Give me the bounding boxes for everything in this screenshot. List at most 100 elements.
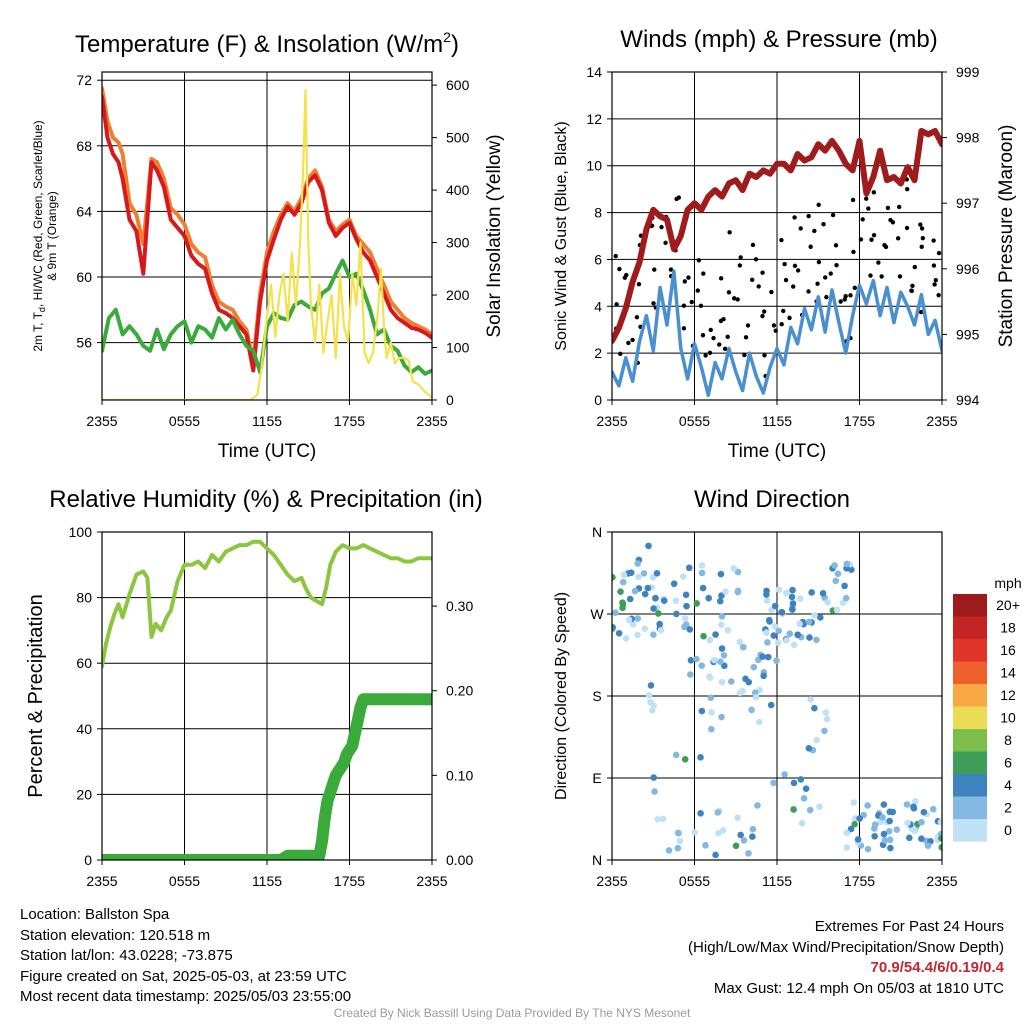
- gust-dot: [792, 263, 798, 268]
- y2-tick-label: 0.00: [446, 852, 473, 868]
- gust-dot: [879, 274, 884, 279]
- x-tick-label: 1155: [252, 413, 282, 429]
- gust-dot: [815, 281, 820, 286]
- direction-dot: [766, 618, 773, 625]
- gust-dot: [824, 294, 829, 300]
- direction-dot: [700, 632, 707, 640]
- y2-tick-label: 0.20: [446, 683, 473, 699]
- direction-dot: [918, 835, 925, 842]
- direction-dot: [771, 602, 779, 610]
- gust-dot: [742, 352, 747, 358]
- gust-dot: [722, 346, 728, 352]
- direction-dot: [879, 813, 886, 821]
- gust-dot: [936, 250, 942, 256]
- direction-dot: [783, 589, 790, 597]
- gust-dot: [701, 271, 706, 276]
- direction-dot: [698, 707, 706, 715]
- gust-dot: [871, 232, 877, 238]
- gust-dot: [707, 350, 713, 355]
- direction-dot: [627, 569, 635, 576]
- direction-dot: [881, 837, 889, 844]
- extremes-panel: Extremes For Past 24 Hours (High/Low/Max…: [688, 917, 1004, 999]
- x-axis-label: Time (UTC): [218, 441, 317, 462]
- direction-dot: [775, 627, 783, 635]
- y-tick-label: 0: [594, 392, 602, 408]
- direction-dot: [629, 621, 637, 628]
- chart-title: Temperature (F) & Insolation (W/m2): [75, 29, 459, 58]
- direction-dot: [685, 564, 693, 572]
- direction-dot: [929, 805, 937, 813]
- y-tick-label: 64: [76, 203, 92, 219]
- direction-dot: [797, 776, 805, 783]
- gust-dot: [686, 275, 691, 280]
- y2-tick-label: 100: [446, 340, 470, 356]
- y-ticks: N E S W N: [590, 524, 612, 868]
- gust-dot: [618, 351, 623, 357]
- y-axis-label: 2m T, Td, HI/WC (Red, Green, Scarlet/Blu…: [31, 120, 47, 351]
- x-tick-label: 1155: [762, 413, 792, 429]
- direction-dot: [718, 645, 726, 652]
- direction-dot: [657, 626, 665, 634]
- direction-dot: [659, 815, 667, 823]
- direction-dot: [681, 615, 689, 622]
- gust-dot: [888, 217, 893, 223]
- direction-dot: [705, 594, 712, 602]
- gust-dot: [711, 335, 716, 341]
- gust-dot: [851, 249, 856, 255]
- direction-dot: [687, 671, 694, 678]
- direction-dot: [880, 801, 888, 808]
- direction-dot: [681, 623, 688, 631]
- t2m-line: [102, 94, 432, 373]
- gust-dot: [919, 244, 924, 249]
- y-tick-label: 20: [76, 786, 92, 802]
- gust-dot: [663, 240, 668, 246]
- plot-area: [102, 86, 432, 400]
- direction-dot: [652, 594, 659, 602]
- gust-dot: [920, 236, 926, 241]
- gust-dot: [912, 264, 918, 270]
- gust-dot: [860, 217, 865, 222]
- gust-dot: [904, 187, 910, 192]
- y2-ticks: 0 100 200 300 400 500 600: [432, 77, 470, 408]
- direction-dot: [924, 842, 932, 849]
- y-tick-label: E: [592, 770, 601, 786]
- direction-dot: [750, 663, 758, 671]
- direction-dot: [620, 571, 628, 579]
- direction-dot: [763, 587, 770, 595]
- y-tick-label: 14: [586, 64, 602, 80]
- gust-dot: [689, 299, 694, 305]
- gust-dot: [919, 226, 925, 231]
- direction-dot: [712, 851, 719, 859]
- direction-dot: [770, 779, 777, 787]
- gust-dot: [909, 288, 914, 294]
- direction-dot: [640, 570, 648, 577]
- direction-dot: [734, 588, 742, 596]
- direction-dot: [839, 599, 847, 607]
- gust-dot: [681, 326, 687, 331]
- direction-dot: [806, 806, 814, 814]
- insolation-line: [102, 89, 432, 400]
- direction-dot: [886, 836, 894, 844]
- direction-dot: [717, 570, 725, 578]
- gust-dot: [781, 308, 786, 314]
- x-ticks: 2355 0555 1155 1755 2355: [596, 400, 958, 429]
- gust-dot: [897, 204, 902, 210]
- gust-dot: [753, 257, 759, 262]
- y2-tick-label: 0.10: [446, 767, 473, 783]
- direction-dot: [841, 582, 848, 590]
- y2-tick-label: 600: [446, 77, 470, 93]
- direction-dot: [813, 636, 820, 644]
- direction-dot: [802, 785, 810, 792]
- direction-dot: [790, 779, 798, 787]
- y2-tick-label: 998: [956, 130, 980, 146]
- humidity-chart: Relative Humidity (%) & Precipitation (i…: [25, 486, 483, 889]
- legend-label: 2: [1004, 800, 1012, 816]
- direction-dot: [755, 718, 763, 726]
- gust-dot: [760, 313, 765, 319]
- direction-dot: [794, 631, 802, 639]
- direction-dot: [641, 625, 649, 633]
- credit-line: Created By Nick Bassill Using Data Provi…: [333, 1006, 691, 1020]
- direction-dot: [728, 678, 735, 685]
- direction-dot: [819, 590, 827, 597]
- direction-dot: [722, 588, 729, 596]
